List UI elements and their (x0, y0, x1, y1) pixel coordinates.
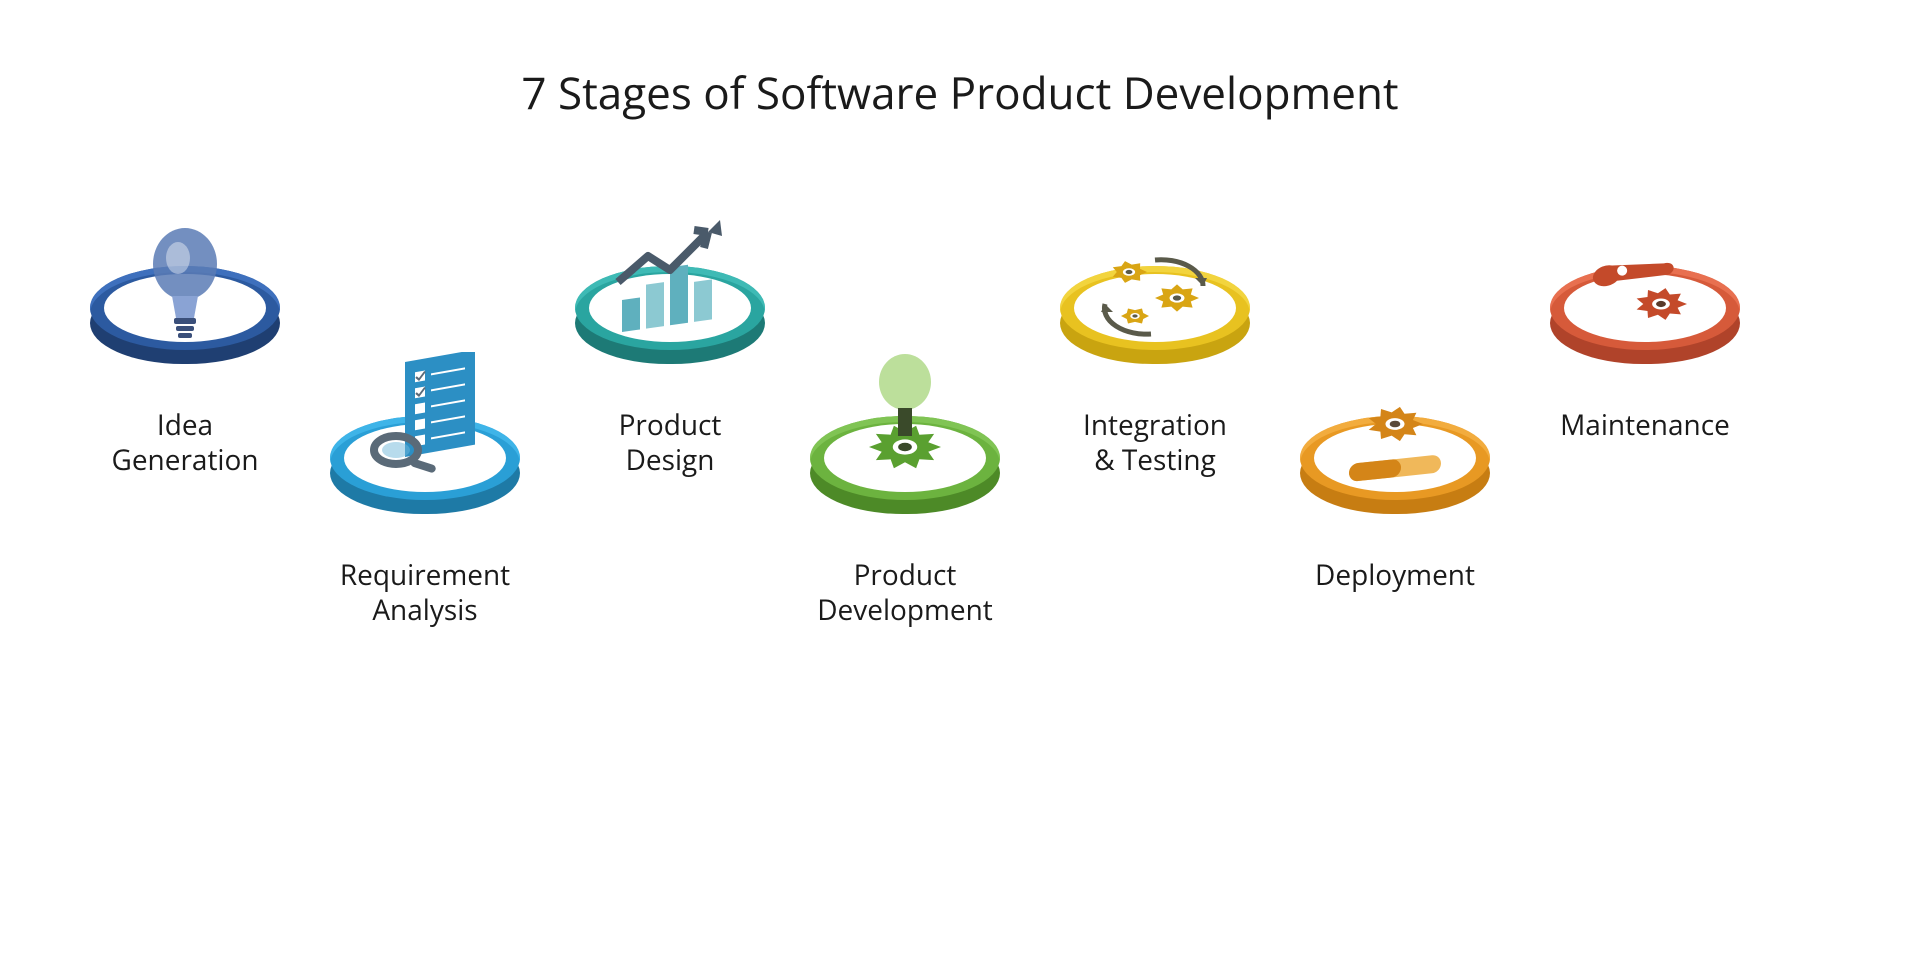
stage-maintenance: Maintenance (1530, 250, 1760, 443)
wrench-gear-icon (1570, 222, 1720, 352)
gears-cycle-icon (1080, 222, 1230, 352)
stage-label: Idea Generation (70, 408, 300, 478)
clipboard-magnifier-icon (350, 372, 500, 502)
stage-deployment: Deployment (1280, 400, 1510, 593)
stage-disc (1300, 400, 1490, 540)
stage-disc (1060, 250, 1250, 390)
stage-product-design: Product Design (555, 250, 785, 478)
stage-label: Deployment (1280, 558, 1510, 593)
stage-label: Product Design (555, 408, 785, 478)
gear-bulb-icon (830, 372, 980, 502)
stage-disc (90, 250, 280, 390)
stage-label: Integration & Testing (1040, 408, 1270, 478)
stage-disc (1550, 250, 1740, 390)
stage-integration-testing: Integration & Testing (1040, 250, 1270, 478)
stage-idea-generation: Idea Generation (70, 250, 300, 478)
stage-disc (575, 250, 765, 390)
lightbulb-icon (110, 222, 260, 352)
stage-label: Product Development (790, 558, 1020, 628)
stage-disc (330, 400, 520, 540)
gear-progress-icon (1320, 372, 1470, 502)
stage-disc (810, 400, 1000, 540)
stage-requirement-analysis: Requirement Analysis (310, 400, 540, 628)
stage-label: Maintenance (1530, 408, 1760, 443)
stage-product-development: Product Development (790, 400, 1020, 628)
stage-label: Requirement Analysis (310, 558, 540, 628)
page-title: 7 Stages of Software Product Development (521, 62, 1398, 122)
bar-chart-arrow-icon (595, 222, 745, 352)
